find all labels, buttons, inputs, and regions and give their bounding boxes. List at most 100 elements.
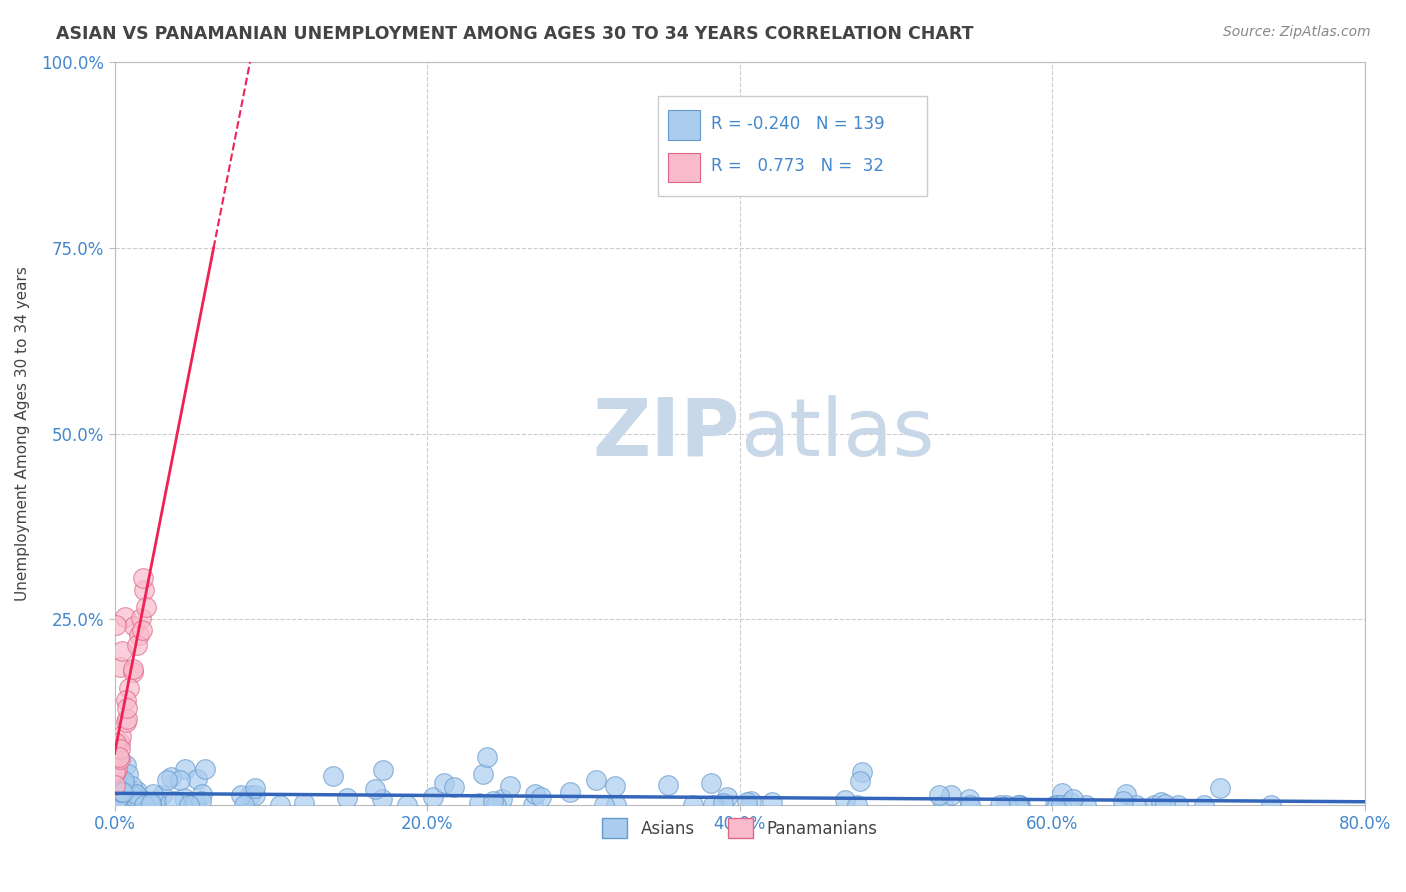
Point xyxy=(108,751,131,765)
Point xyxy=(135,599,157,614)
Point xyxy=(232,797,254,812)
Point xyxy=(108,789,131,804)
Point xyxy=(114,758,136,772)
Point xyxy=(657,779,679,793)
Point xyxy=(118,789,141,804)
Point xyxy=(112,773,135,788)
Point xyxy=(131,793,153,807)
Point xyxy=(104,764,127,778)
Point xyxy=(128,628,150,642)
Point xyxy=(129,795,152,809)
Point xyxy=(1008,797,1031,812)
Text: ZIP: ZIP xyxy=(592,394,740,473)
Point xyxy=(112,795,135,809)
Point xyxy=(1043,797,1066,812)
Text: R =   0.773   N =  32: R = 0.773 N = 32 xyxy=(711,157,884,175)
Point xyxy=(485,797,508,812)
Point xyxy=(104,618,127,632)
Point xyxy=(269,797,291,812)
Point xyxy=(121,786,143,800)
Point xyxy=(740,794,762,808)
Point xyxy=(1050,797,1073,812)
Point xyxy=(1125,797,1147,812)
Point xyxy=(243,789,266,803)
Point xyxy=(115,693,138,707)
Point xyxy=(159,770,181,784)
Point xyxy=(134,582,156,597)
Point xyxy=(605,797,627,812)
Text: atlas: atlas xyxy=(740,394,934,473)
Point xyxy=(851,764,873,779)
Point xyxy=(1007,797,1029,812)
Point xyxy=(849,773,872,788)
Point xyxy=(1260,797,1282,812)
Point xyxy=(477,750,499,764)
Point xyxy=(716,789,738,804)
Point xyxy=(1007,797,1029,812)
Point xyxy=(191,787,214,801)
Point xyxy=(558,785,581,799)
Point xyxy=(104,739,127,753)
Point xyxy=(138,797,160,812)
Point xyxy=(585,773,607,788)
Point xyxy=(592,797,614,812)
Point xyxy=(322,769,344,783)
Point xyxy=(114,609,136,624)
Point xyxy=(292,796,315,810)
Point xyxy=(682,797,704,812)
Point xyxy=(336,791,359,805)
Bar xyxy=(668,111,700,140)
Text: Source: ZipAtlas.com: Source: ZipAtlas.com xyxy=(1223,25,1371,39)
Point xyxy=(491,792,513,806)
Point xyxy=(117,700,139,714)
Point xyxy=(186,772,208,787)
Point xyxy=(122,662,145,676)
Point xyxy=(370,792,392,806)
Point xyxy=(932,797,955,812)
Point xyxy=(125,783,148,797)
Point xyxy=(117,782,139,797)
Point xyxy=(1154,797,1177,812)
Point xyxy=(111,644,134,658)
Point xyxy=(834,793,856,807)
Point xyxy=(846,797,869,812)
Point xyxy=(132,571,155,585)
Point xyxy=(108,752,131,766)
Point xyxy=(156,772,179,787)
Point xyxy=(125,789,148,803)
Point xyxy=(115,715,138,730)
Point xyxy=(433,775,456,789)
Point xyxy=(959,797,981,812)
Point xyxy=(957,792,980,806)
Point xyxy=(711,796,734,810)
Point xyxy=(499,779,522,793)
Point xyxy=(122,789,145,804)
Point xyxy=(115,713,138,727)
Point xyxy=(110,660,132,674)
Point xyxy=(104,797,127,812)
Point xyxy=(125,790,148,805)
Point xyxy=(1115,787,1137,801)
Point xyxy=(111,787,134,801)
Point xyxy=(129,611,152,625)
Point xyxy=(110,785,132,799)
Point xyxy=(108,749,131,764)
Point xyxy=(103,764,125,779)
Point xyxy=(605,780,627,794)
Point xyxy=(108,778,131,792)
Point xyxy=(523,787,546,801)
Point xyxy=(443,780,465,794)
Point xyxy=(104,764,127,778)
Point xyxy=(105,797,128,812)
Point xyxy=(122,619,145,633)
Point xyxy=(125,787,148,801)
Point xyxy=(114,787,136,801)
Point xyxy=(112,796,135,810)
Point xyxy=(1150,795,1173,809)
Y-axis label: Unemployment Among Ages 30 to 34 years: Unemployment Among Ages 30 to 34 years xyxy=(15,266,30,601)
Point xyxy=(371,763,394,777)
Point xyxy=(111,795,134,809)
Point xyxy=(1050,786,1073,800)
Point xyxy=(988,797,1011,812)
Point xyxy=(110,729,132,743)
